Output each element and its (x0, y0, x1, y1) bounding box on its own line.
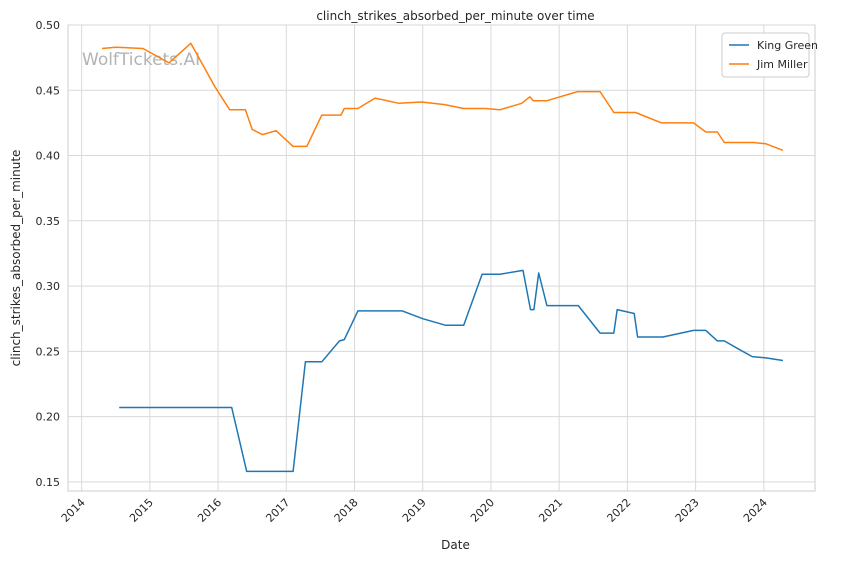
legend: King Green Jim Miller (721, 32, 818, 78)
y-tick-label: 0.35 (36, 215, 61, 228)
y-tick-label: 0.15 (36, 476, 61, 489)
y-tick-label: 0.20 (36, 411, 61, 424)
y-axis-title: clinch_strikes_absorbed_per_minute (9, 150, 23, 367)
legend-box (721, 32, 810, 78)
series-line-1 (119, 269, 784, 473)
y-tick-label: 0.30 (36, 280, 61, 293)
y-tick-label: 0.25 (36, 345, 61, 358)
y-tick-label: 0.40 (36, 150, 61, 163)
watermark-text: WolfTickets.AI (82, 50, 200, 70)
grid (68, 24, 815, 491)
series-group (102, 42, 784, 473)
y-tick-label: 0.50 (36, 19, 61, 32)
y-tick-label: 0.45 (36, 84, 61, 97)
chart-title: clinch_strikes_absorbed_per_minute over … (316, 9, 594, 23)
x-axis-title: Date (441, 538, 470, 552)
series-line-2 (102, 42, 784, 152)
plot-area (67, 24, 816, 492)
legend-label-2: Jim Miller (756, 58, 808, 71)
y-axis-ticks: 0.15 0.20 0.25 0.30 0.35 0.40 0.45 0.50 (36, 19, 61, 489)
legend-label-1: King Green (757, 39, 818, 52)
